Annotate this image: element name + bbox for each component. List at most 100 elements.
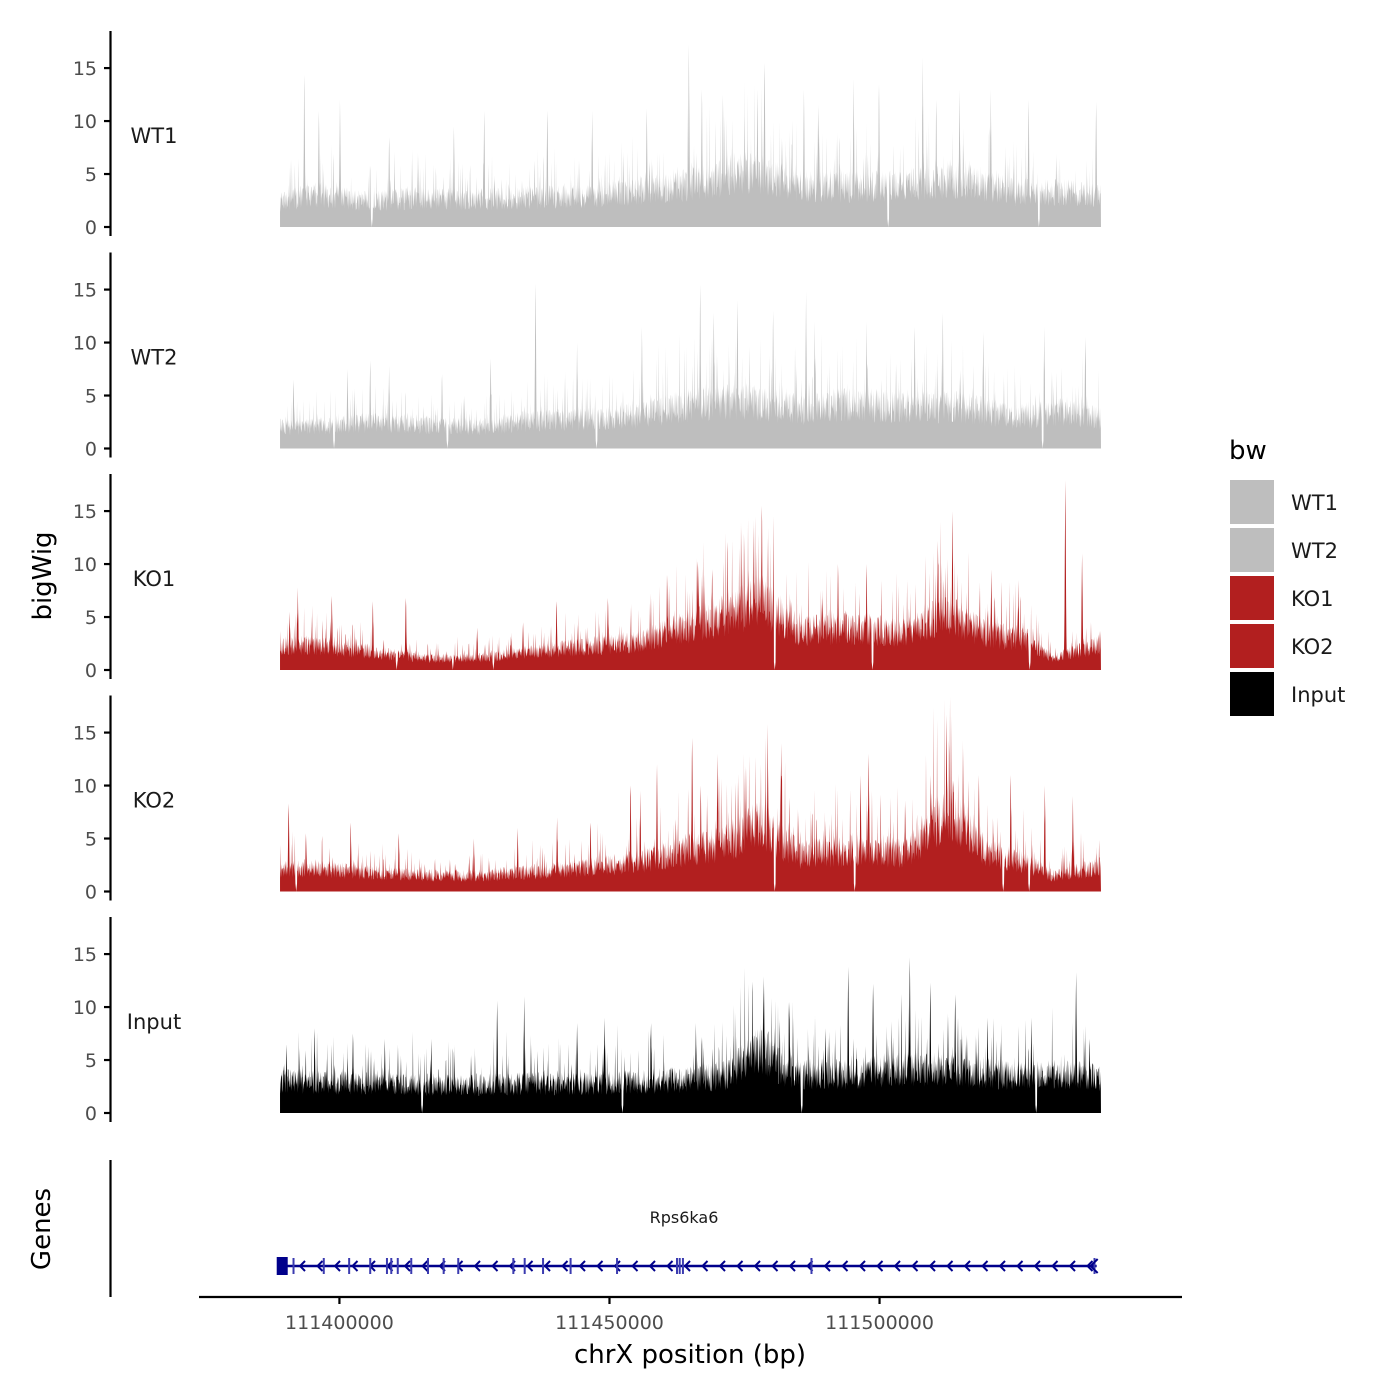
bigwig-tracks: [280, 44, 1101, 1113]
y-tick-label-wt1-10: 10: [73, 111, 97, 133]
gene-exon: [616, 1258, 619, 1274]
strand-arrow: [561, 1260, 569, 1272]
gene-exon: [542, 1258, 545, 1274]
y-tick-label-wt1-15: 15: [73, 58, 97, 80]
y-tick-label-wt1-0: 0: [85, 217, 97, 239]
area-wt2: [280, 283, 1101, 449]
legend-title: bw: [1229, 436, 1267, 466]
strand-arrow: [666, 1260, 674, 1272]
y-tick-label-ko1-15: 15: [73, 501, 97, 523]
y-tick-label-wt2-5: 5: [85, 386, 97, 408]
strand-arrow: [421, 1260, 429, 1272]
track-label-ko2: KO2: [133, 789, 176, 813]
gene-end-arrow: [1089, 1258, 1099, 1274]
gene-exon: [678, 1258, 681, 1274]
strand-arrow: [981, 1260, 989, 1272]
x-axis-title: chrX position (bp): [574, 1340, 806, 1370]
gene-track: Genes Rps6ka6: [27, 1160, 1099, 1297]
strand-arrow: [1033, 1260, 1041, 1272]
track-label-wt2: WT2: [131, 346, 178, 370]
strand-arrow: [648, 1260, 656, 1272]
gene-exon: [569, 1258, 572, 1274]
gene-exon: [523, 1258, 526, 1274]
y-tick-label-ko1-0: 0: [85, 660, 97, 682]
legend-items: WT1 WT2 KO1 KO2 Input: [1230, 480, 1345, 716]
strand-arrow: [911, 1260, 919, 1272]
strand-arrow: [946, 1260, 954, 1272]
x-tick-label-111500000: 111500000: [825, 1312, 934, 1334]
strand-arrow: [1068, 1260, 1076, 1272]
y-tick-label-wt1-5: 5: [85, 164, 97, 186]
strand-arrow: [771, 1260, 779, 1272]
legend: bw WT1 WT2 KO1 KO2 Input: [1229, 436, 1345, 716]
gene-exon: [457, 1258, 460, 1274]
strand-arrow: [841, 1260, 849, 1272]
y-tick-label-wt2-10: 10: [73, 333, 97, 355]
y-tick-label-ko1-10: 10: [73, 554, 97, 576]
strand-arrow: [788, 1260, 796, 1272]
strand-arrow: [823, 1260, 831, 1272]
x-tick-label-111400000: 111400000: [285, 1312, 394, 1334]
gene-model-Rps6ka6: [276, 1257, 1099, 1275]
strand-arrow: [491, 1260, 499, 1272]
strand-arrow: [963, 1260, 971, 1272]
strand-arrow: [526, 1260, 534, 1272]
strand-arrow: [718, 1260, 726, 1272]
area-ko1: [280, 480, 1101, 670]
area-wt1: [280, 44, 1101, 227]
strand-arrow: [403, 1260, 411, 1272]
strand-arrow: [928, 1260, 936, 1272]
legend-swatch-wt1: [1230, 480, 1274, 524]
x-axis: 111400000 111450000 111500000 chrX positio…: [199, 1295, 1182, 1370]
legend-swatch-wt2: [1230, 528, 1274, 572]
y-tick-label-input-15: 15: [73, 944, 97, 966]
legend-swatch-ko2: [1230, 624, 1274, 668]
gene-exon: [681, 1258, 684, 1274]
y-tick-label-input-0: 0: [85, 1103, 97, 1125]
gene-exon: [390, 1258, 393, 1274]
strand-arrow: [596, 1260, 604, 1272]
strand-arrow: [1086, 1260, 1094, 1272]
gene-exon: [322, 1258, 325, 1274]
area-ko2: [280, 697, 1101, 892]
track-label-input: Input: [127, 1010, 181, 1034]
area-input: [280, 957, 1101, 1113]
y-tick-label-ko1-5: 5: [85, 607, 97, 629]
y-tick-label-input-5: 5: [85, 1050, 97, 1072]
gene-exon: [369, 1258, 372, 1274]
gene-exon: [1093, 1258, 1096, 1274]
legend-label-wt1: WT1: [1291, 491, 1338, 515]
strand-arrow: [351, 1260, 359, 1272]
gene-exon: [292, 1258, 295, 1274]
legend-swatch-ko1: [1230, 576, 1274, 620]
y-axis-title: bigWig: [28, 531, 58, 620]
strand-arrow: [543, 1260, 551, 1272]
x-tick-label-111450000: 111450000: [555, 1312, 664, 1334]
y-tick-label-wt2-15: 15: [73, 280, 97, 302]
strand-arrow: [753, 1260, 761, 1272]
y-tick-label-ko2-15: 15: [73, 723, 97, 745]
gene-exon: [427, 1258, 430, 1274]
y-axes: 0 5 10 15 WT1 0 5 10 15 WT2 0 5 10 15 KO1 0 5 10 15 KO2 0 5 10…: [73, 31, 181, 1125]
legend-label-input: Input: [1291, 683, 1345, 707]
y-tick-label-wt2-0: 0: [85, 439, 97, 461]
gene-name-label: Rps6ka6: [650, 1208, 719, 1227]
strand-arrow: [631, 1260, 639, 1272]
strand-arrow: [473, 1260, 481, 1272]
legend-label-ko2: KO2: [1291, 635, 1334, 659]
strand-arrow: [1016, 1260, 1024, 1272]
gene-exon: [396, 1258, 399, 1274]
strand-arrow: [683, 1260, 691, 1272]
legend-label-wt2: WT2: [1291, 539, 1338, 563]
gene-exon: [810, 1258, 813, 1274]
strand-arrow: [613, 1260, 621, 1272]
strand-arrow: [333, 1260, 341, 1272]
track-label-ko1: KO1: [133, 567, 176, 591]
y-tick-label-ko2-5: 5: [85, 829, 97, 851]
strand-arrow: [876, 1260, 884, 1272]
y-tick-label-ko2-0: 0: [85, 882, 97, 904]
gene-exon: [385, 1258, 388, 1274]
y-tick-label-ko2-10: 10: [73, 776, 97, 798]
y-tick-label-input-10: 10: [73, 997, 97, 1019]
